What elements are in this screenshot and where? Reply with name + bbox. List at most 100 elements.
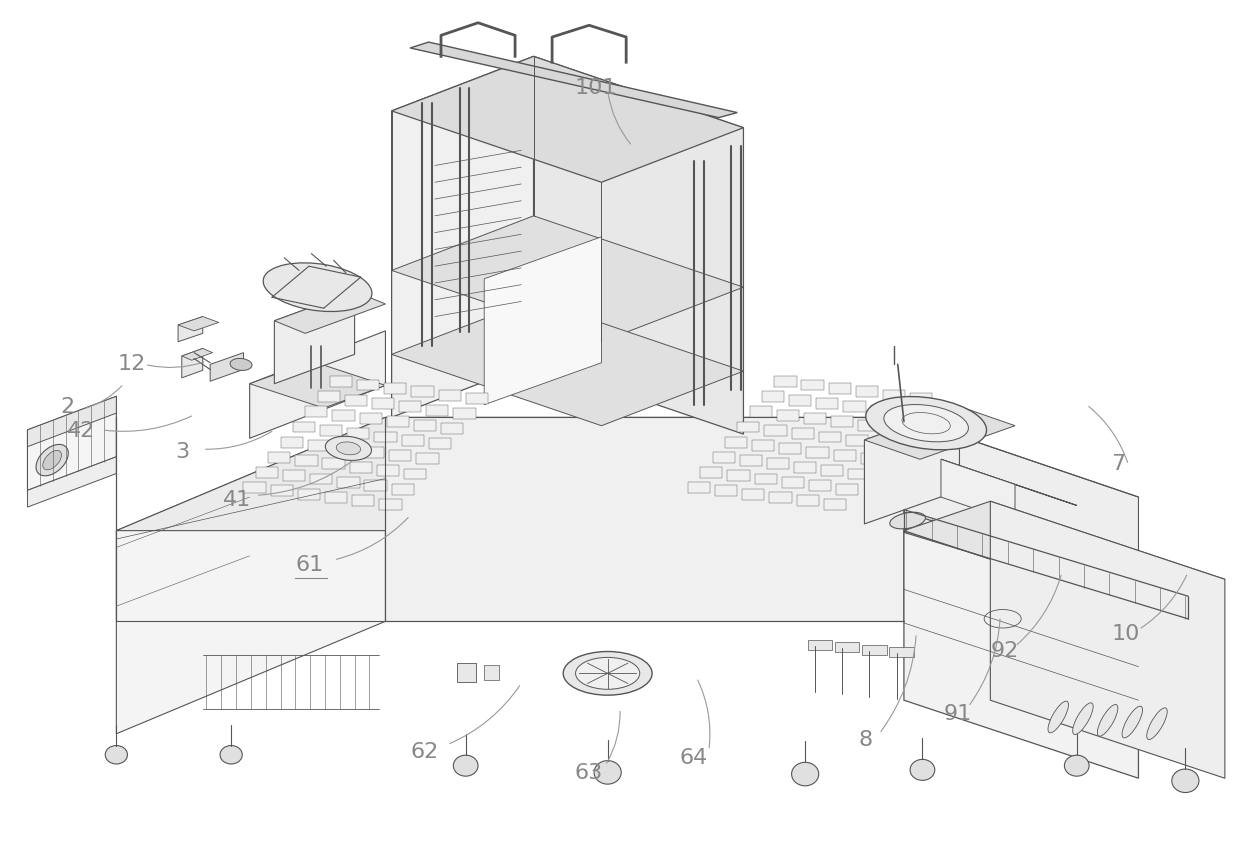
- Bar: [372, 398, 394, 409]
- Ellipse shape: [36, 445, 68, 476]
- Polygon shape: [27, 397, 117, 447]
- Bar: [823, 499, 846, 510]
- Text: 101: 101: [574, 78, 616, 98]
- Bar: [293, 422, 315, 433]
- Bar: [828, 383, 851, 394]
- Polygon shape: [249, 332, 386, 439]
- Polygon shape: [904, 418, 1138, 497]
- Bar: [821, 466, 843, 477]
- Ellipse shape: [1122, 706, 1142, 738]
- Bar: [910, 393, 932, 404]
- Ellipse shape: [1048, 701, 1069, 733]
- Polygon shape: [904, 531, 1138, 778]
- Polygon shape: [117, 418, 904, 531]
- Text: 91: 91: [944, 703, 972, 723]
- Ellipse shape: [105, 745, 128, 764]
- Bar: [365, 481, 387, 491]
- Bar: [360, 414, 382, 425]
- Polygon shape: [904, 512, 1188, 616]
- Bar: [804, 414, 826, 425]
- Bar: [427, 405, 449, 416]
- Text: 10: 10: [1111, 624, 1140, 643]
- Bar: [816, 398, 838, 409]
- Bar: [801, 380, 823, 391]
- Bar: [861, 454, 883, 465]
- Bar: [330, 376, 352, 387]
- Bar: [441, 424, 464, 435]
- Bar: [870, 405, 893, 416]
- Bar: [270, 486, 293, 496]
- Ellipse shape: [575, 657, 640, 690]
- Bar: [322, 459, 345, 470]
- Text: 8: 8: [858, 729, 873, 749]
- Ellipse shape: [884, 405, 968, 442]
- Polygon shape: [991, 501, 1225, 778]
- Polygon shape: [410, 43, 738, 118]
- Bar: [725, 437, 748, 448]
- Bar: [728, 471, 750, 482]
- Bar: [818, 432, 841, 443]
- Bar: [755, 474, 776, 485]
- Polygon shape: [182, 349, 203, 378]
- Ellipse shape: [336, 442, 361, 455]
- Ellipse shape: [263, 263, 372, 312]
- Ellipse shape: [910, 760, 935, 781]
- Bar: [332, 410, 355, 421]
- Ellipse shape: [1168, 600, 1203, 616]
- Polygon shape: [182, 349, 212, 360]
- Polygon shape: [210, 354, 243, 381]
- Bar: [295, 456, 317, 467]
- Bar: [268, 452, 290, 463]
- Bar: [387, 417, 409, 428]
- Bar: [377, 466, 399, 477]
- Bar: [781, 478, 804, 488]
- Bar: [374, 432, 397, 443]
- Bar: [305, 407, 327, 418]
- Bar: [764, 425, 786, 436]
- Bar: [392, 484, 414, 495]
- Bar: [835, 642, 859, 652]
- Text: 64: 64: [680, 748, 708, 767]
- Bar: [317, 392, 340, 403]
- Bar: [750, 407, 771, 418]
- Bar: [389, 451, 412, 462]
- Ellipse shape: [866, 397, 987, 451]
- Ellipse shape: [325, 436, 372, 461]
- Bar: [466, 393, 487, 404]
- Polygon shape: [249, 361, 386, 408]
- Bar: [255, 468, 278, 479]
- Bar: [414, 420, 436, 431]
- Text: 61: 61: [295, 555, 324, 575]
- Text: 92: 92: [991, 640, 1018, 660]
- Polygon shape: [533, 57, 744, 435]
- Text: 62: 62: [410, 741, 439, 760]
- Bar: [308, 441, 330, 452]
- Bar: [404, 469, 427, 480]
- Ellipse shape: [43, 451, 62, 470]
- Ellipse shape: [454, 755, 479, 776]
- Bar: [831, 417, 853, 428]
- Polygon shape: [392, 57, 744, 183]
- Bar: [688, 483, 711, 493]
- Ellipse shape: [231, 359, 252, 371]
- Polygon shape: [117, 418, 386, 734]
- Bar: [858, 420, 880, 431]
- Bar: [779, 444, 801, 455]
- Bar: [889, 647, 914, 657]
- Polygon shape: [27, 457, 117, 507]
- Bar: [352, 495, 374, 506]
- Bar: [846, 436, 868, 446]
- Bar: [715, 486, 738, 496]
- Bar: [836, 484, 858, 495]
- Polygon shape: [392, 217, 744, 343]
- Bar: [337, 478, 360, 488]
- Bar: [243, 483, 265, 493]
- Polygon shape: [484, 237, 601, 405]
- Bar: [848, 469, 870, 480]
- Bar: [808, 481, 831, 491]
- Bar: [776, 410, 799, 421]
- Bar: [862, 645, 887, 655]
- Ellipse shape: [219, 745, 242, 764]
- Text: 7: 7: [1111, 454, 1126, 474]
- Polygon shape: [904, 418, 1138, 701]
